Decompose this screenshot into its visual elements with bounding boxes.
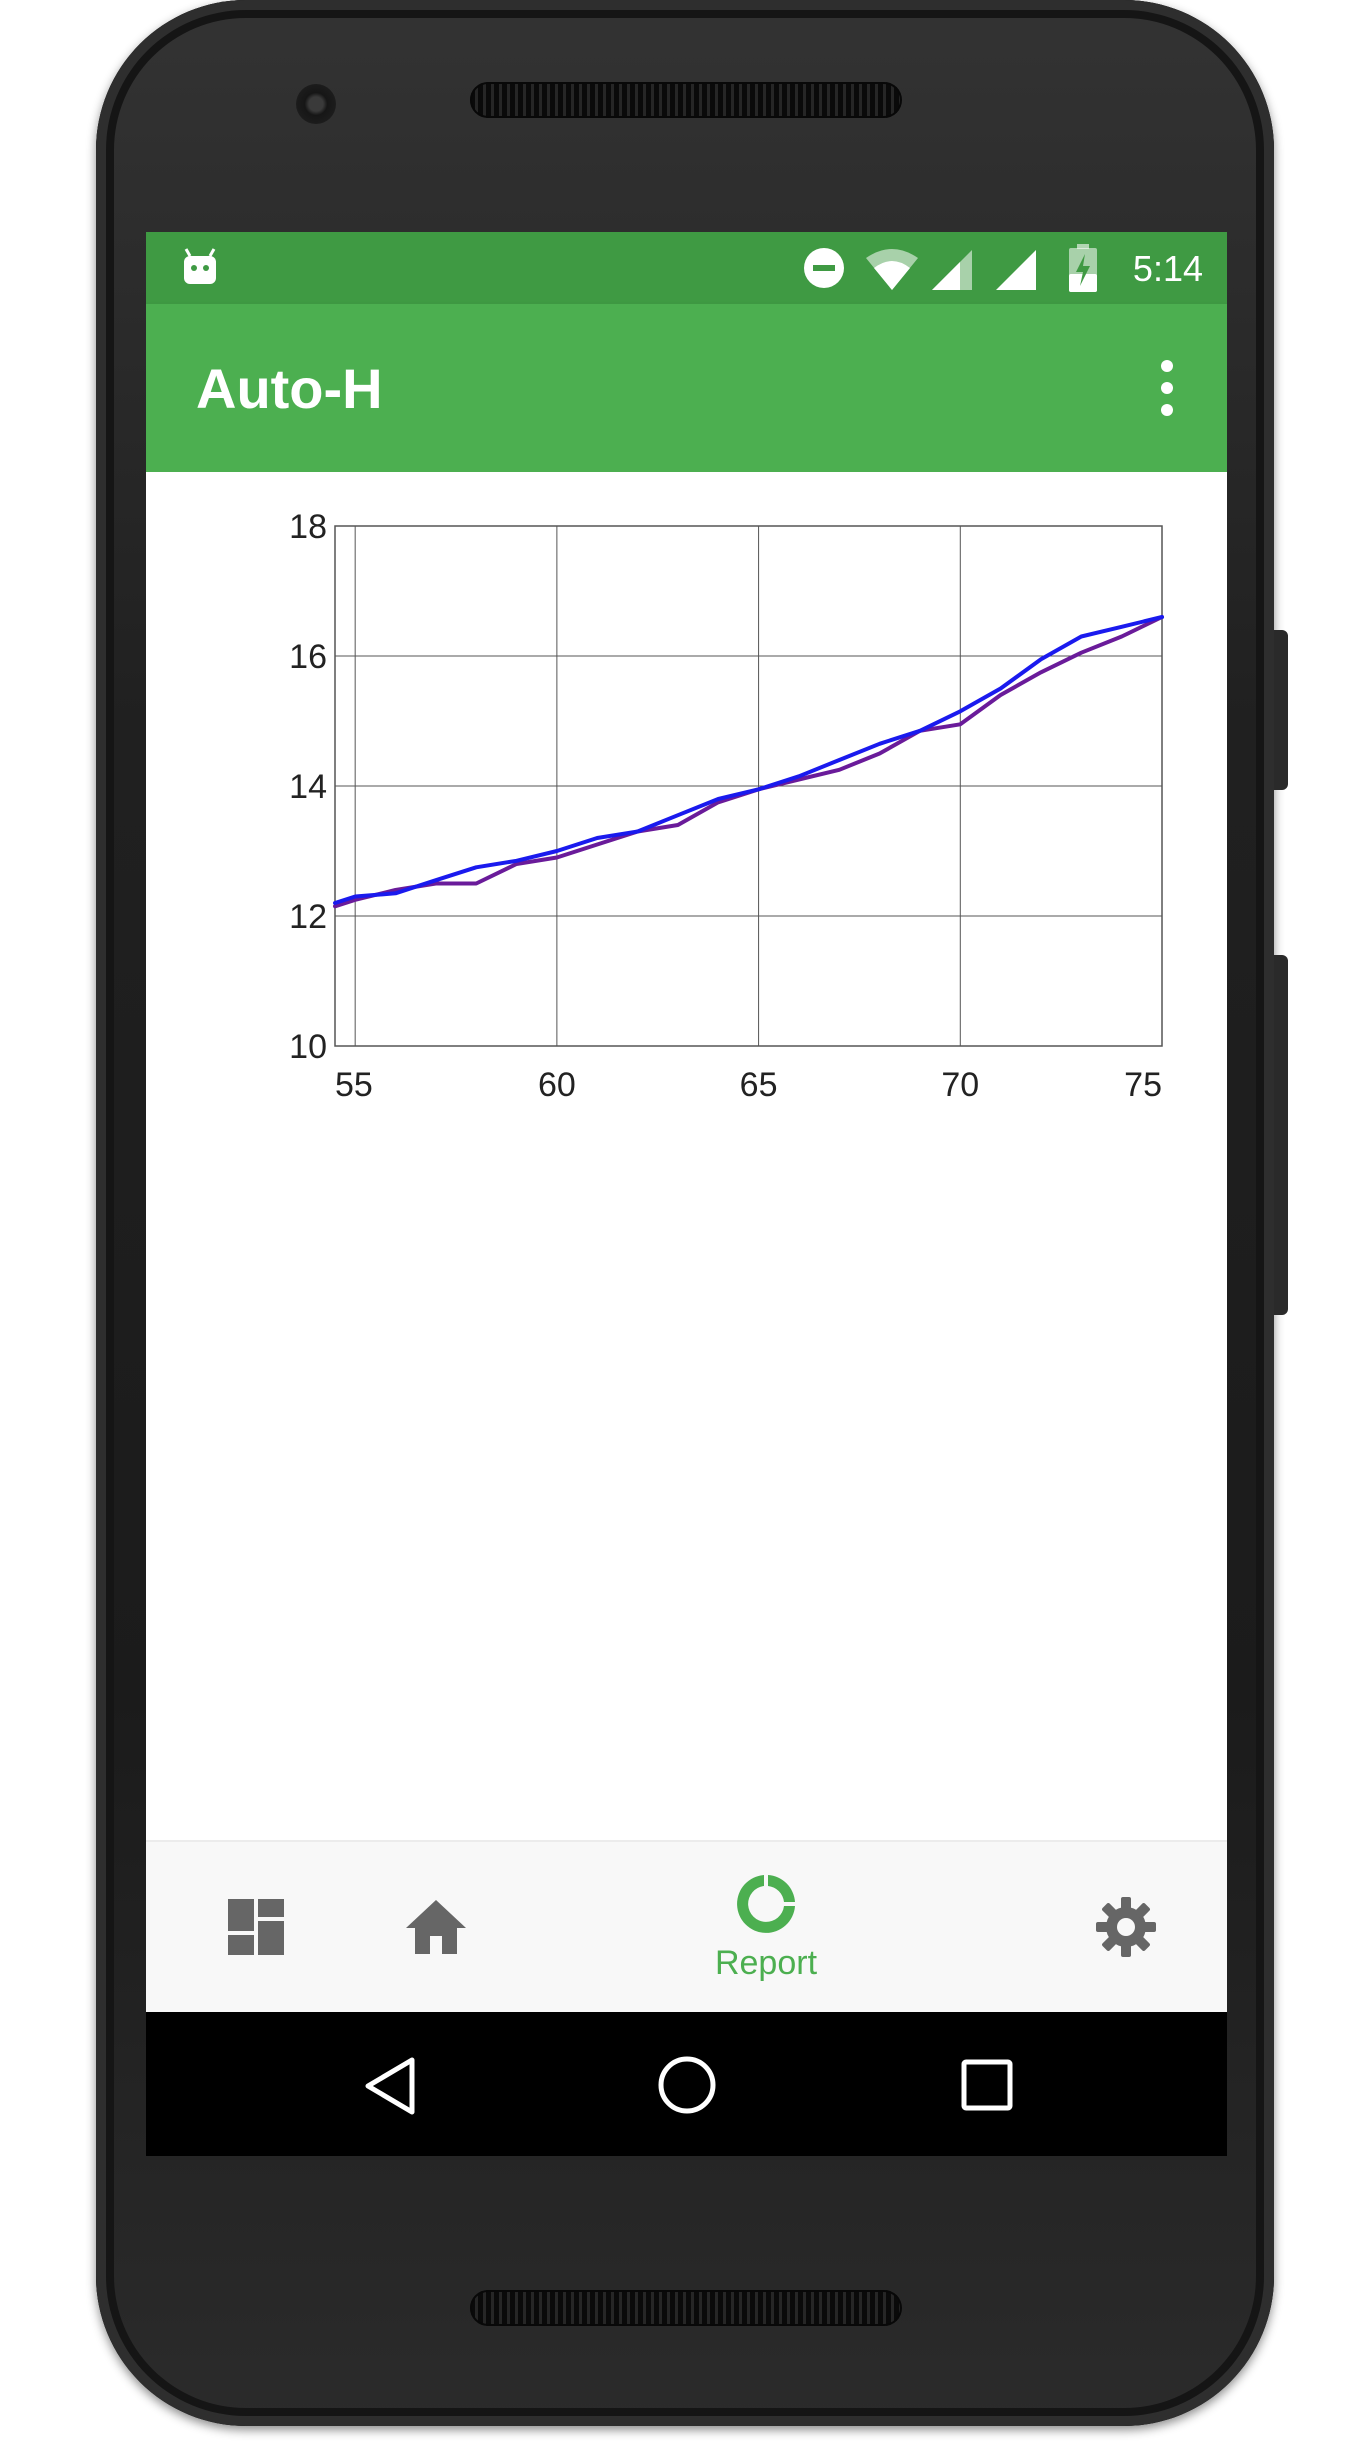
home-icon [406,1900,466,1954]
home-circle-icon[interactable] [656,2054,718,2116]
battery-charging-icon [1069,244,1097,292]
x-tick-label: 70 [941,1066,979,1104]
nav-settings[interactable] [1056,1842,1196,2012]
bottom-navigation: Report [146,1840,1227,2012]
x-tick-label: 65 [740,1066,778,1104]
power-button [1274,630,1288,790]
top-speaker [470,82,902,118]
x-tick-label: 55 [335,1066,373,1104]
report-donut-icon [737,1874,795,1933]
recents-icon[interactable] [960,2058,1014,2112]
signal-icon-2 [996,250,1036,290]
android-debug-icon [184,248,216,284]
y-tick-label: 18 [289,508,327,546]
dashboard-icon [228,1899,284,1955]
y-tick-label: 12 [289,898,327,936]
do-not-disturb-icon [804,248,844,288]
line-chart: 55 60 65 70 75 10 12 14 16 18 [289,508,1164,1104]
nav-dashboard[interactable] [186,1842,326,2012]
series-line-2 [333,615,1164,905]
settings-gear-icon [1096,1897,1156,1957]
app-title: Auto-H [196,357,383,420]
bottom-speaker [470,2290,902,2326]
wifi-icon [866,249,918,290]
phone-screen: 5:14 Auto-H 55 60 65 70 75 10 12 14 16 18 [146,232,1227,2156]
y-tick-label: 16 [289,638,327,676]
front-camera [296,84,336,124]
signal-icon [932,250,972,290]
back-icon[interactable] [362,2056,418,2116]
chart-ticks: 55 60 65 70 75 10 12 14 16 18 [289,508,1162,1104]
y-tick-label: 10 [289,1028,327,1066]
nav-report[interactable]: Report [686,1842,846,2012]
x-tick-label: 60 [538,1066,576,1104]
app-bar: Auto-H [146,304,1227,472]
nav-home[interactable] [366,1842,506,2012]
report-content: 55 60 65 70 75 10 12 14 16 18 [146,472,1227,2072]
system-navigation-bar [146,2012,1227,2156]
nav-report-label: Report [714,1943,818,1982]
status-bar: 5:14 [146,232,1227,304]
y-tick-label: 14 [289,768,327,806]
chart-grid [334,525,1163,1047]
status-time: 5:14 [1132,248,1203,289]
volume-button [1274,955,1288,1315]
chart-series [333,615,1164,909]
more-vert-icon[interactable] [1147,356,1187,420]
x-tick-label: 75 [1124,1066,1162,1104]
